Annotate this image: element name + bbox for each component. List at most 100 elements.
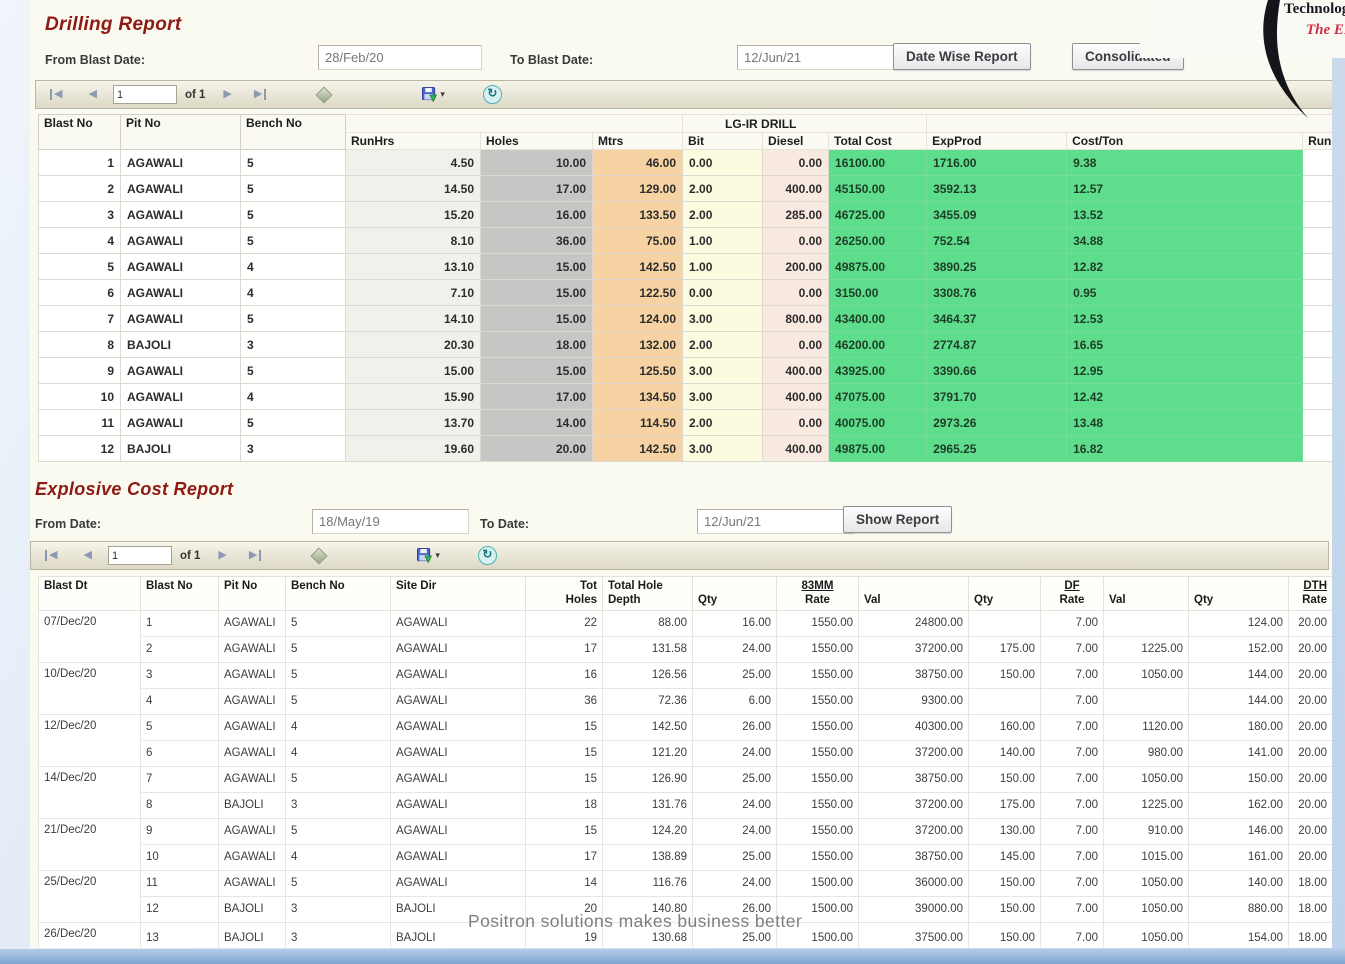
export-button[interactable]: ▾ (422, 87, 445, 102)
drilling-cell: 16.00 (480, 201, 593, 228)
explosive-cell: 7.00 (1040, 661, 1104, 689)
explosive-cell: 150.00 (968, 895, 1041, 923)
explosive-cell: 910.00 (1103, 817, 1189, 845)
explosive-cell: 25.00 (692, 921, 777, 948)
blast-date-cell: 10/Dec/20 (38, 661, 141, 715)
explosive-cell: 1050.00 (1103, 869, 1189, 897)
from-blast-date-input[interactable] (318, 45, 482, 70)
explosive-cell: 5 (285, 869, 391, 897)
explosive-cell: 24.00 (692, 869, 777, 897)
explosive-cell: 144.00 (1188, 661, 1289, 689)
drilling-table-row: 7 AGAWALI 5 14.10 15.00 124.00 3.00 800.00 43400… (38, 305, 1332, 332)
drilling-cell: 5 (38, 253, 121, 280)
show-report-button[interactable]: Show Report (843, 506, 953, 533)
blast-date-cell: 26/Dec/20 (38, 921, 141, 948)
drilling-cell: 142.50 (591, 253, 684, 280)
drilling-cell: 7.10 (345, 279, 481, 306)
last-page-icon[interactable]: ▶ (249, 550, 262, 561)
explosive-cell: 15 (525, 739, 603, 767)
to-date-input[interactable] (697, 509, 854, 534)
drilling-cell: 285.00 (762, 201, 830, 228)
drilling-cell: 400.00 (762, 357, 830, 384)
explosive-cell: 7.00 (1040, 791, 1104, 819)
from-date-input[interactable] (312, 509, 469, 534)
to-blast-date-input[interactable] (737, 45, 901, 70)
page-number-input[interactable] (107, 546, 172, 565)
explosive-cell: 130.68 (602, 921, 693, 948)
drilling-cell: AGAWALI (120, 227, 241, 254)
export-button[interactable]: ▾ (417, 548, 440, 563)
drilling-cell: 5 (240, 357, 346, 384)
explosive-cell: AGAWALI (218, 635, 286, 663)
explosive-cell: AGAWALI (390, 817, 526, 845)
explosive-cell: 10 (140, 843, 219, 871)
explosive-cell: 6.00 (692, 687, 777, 715)
drilling-table: Blast No Pit No Bench No LG-IR DRILL RunHrs H… (38, 114, 1332, 462)
explosive-cell: 121.20 (602, 739, 693, 767)
last-page-icon[interactable]: ▶ (254, 89, 267, 100)
drilling-cell: 49875.00 (828, 253, 928, 280)
explosive-cell: 7.00 (1040, 739, 1104, 767)
drilling-cell: 7 (38, 305, 121, 332)
to-blast-date-label: To Blast Date: (510, 53, 594, 67)
drilling-cell: 13.70 (345, 409, 481, 436)
drilling-cell: 133.50 (591, 201, 684, 228)
drilling-table-row: 9 AGAWALI 5 15.00 15.00 125.50 3.00 400.00 43925… (38, 357, 1332, 384)
drilling-pager-toolbar: ◀ ◀ of 1 ▶ ▶ ▾ ↻ (35, 80, 1332, 109)
drilling-cell: 12.82 (1066, 253, 1304, 280)
explosive-cell: 161.00 (1188, 843, 1289, 871)
drilling-cell: 2.00 (682, 409, 764, 436)
refresh-icon[interactable]: ↻ (482, 85, 502, 104)
first-page-icon[interactable]: ◀ (50, 89, 62, 100)
column-header: Total Hole Depth (602, 576, 693, 611)
column-header: Total Cost (828, 132, 928, 150)
previous-page-icon[interactable]: ◀ (83, 549, 92, 561)
drilling-report-title: Drilling Report (45, 14, 182, 35)
next-page-icon[interactable]: ▶ (218, 549, 227, 561)
drilling-cell: 43925.00 (828, 357, 928, 384)
drilling-cell (1302, 253, 1332, 280)
drilling-cell: 5 (240, 175, 346, 202)
explosive-cell: 150.00 (968, 921, 1041, 948)
blast-date-cell: 21/Dec/20 (38, 817, 141, 871)
explosive-cell: 1225.00 (1103, 791, 1189, 819)
parent-report-icon[interactable] (310, 547, 328, 564)
drilling-cell: 3592.13 (926, 175, 1068, 202)
first-page-icon[interactable]: ◀ (45, 550, 57, 561)
explosive-cell: 17 (525, 635, 603, 663)
drilling-cell: 2774.87 (926, 331, 1068, 358)
drilling-cell (1302, 383, 1332, 410)
explosive-pager-toolbar: ◀ ◀ of 1 ▶ ▶ ▾ ↻ (30, 541, 1329, 570)
refresh-icon[interactable]: ↻ (477, 546, 497, 565)
explosive-cell: 152.00 (1188, 635, 1289, 663)
explosive-table-row: 4 AGAWALI 5 AGAWALI 36 72.36 6.00 1550.00 9300.0… (39, 687, 1332, 715)
previous-page-icon[interactable]: ◀ (88, 88, 97, 100)
explosive-cell: 88.00 (602, 609, 693, 637)
explosive-cell: 20.00 (1288, 661, 1332, 689)
drilling-cell: 12.53 (1066, 305, 1304, 332)
explosive-cell: 26.00 (692, 895, 777, 923)
parent-report-icon[interactable] (315, 86, 333, 103)
explosive-cell: 140.00 (1188, 869, 1289, 897)
drilling-cell: 2 (38, 175, 121, 202)
from-blast-date-label: From Blast Date: (45, 53, 146, 67)
drilling-table-row: 1 AGAWALI 5 4.50 10.00 46.00 0.00 0.00 16100.00 1… (38, 149, 1332, 176)
drilling-cell: 2965.25 (926, 435, 1068, 462)
next-page-icon[interactable]: ▶ (223, 88, 232, 100)
date-wise-report-button[interactable]: Date Wise Report (893, 43, 1031, 70)
explosive-cell: 7 (140, 765, 219, 793)
explosive-cell: 37500.00 (858, 921, 969, 948)
explosive-cell: 7.00 (1040, 843, 1104, 871)
drilling-cell: 3.00 (682, 305, 764, 332)
explosive-table-row: 21/Dec/20 9 AGAWALI 5 AGAWALI 15 124.20 24.00 15… (38, 817, 1332, 871)
drilling-cell: 20.00 (480, 435, 593, 462)
explosive-cell: 7.00 (1040, 765, 1104, 793)
explosive-cell: 124.20 (602, 817, 693, 845)
drilling-table-row: 11 AGAWALI 5 13.70 14.00 114.50 2.00 0.00 40075.… (38, 409, 1332, 436)
explosive-cell: 5 (285, 635, 391, 663)
explosive-cell: 18.00 (1288, 895, 1332, 923)
page-number-input[interactable] (112, 85, 177, 104)
drilling-cell: 134.50 (591, 383, 684, 410)
explosive-cell: 1550.00 (776, 739, 859, 767)
from-date-label: From Date: (35, 517, 101, 531)
